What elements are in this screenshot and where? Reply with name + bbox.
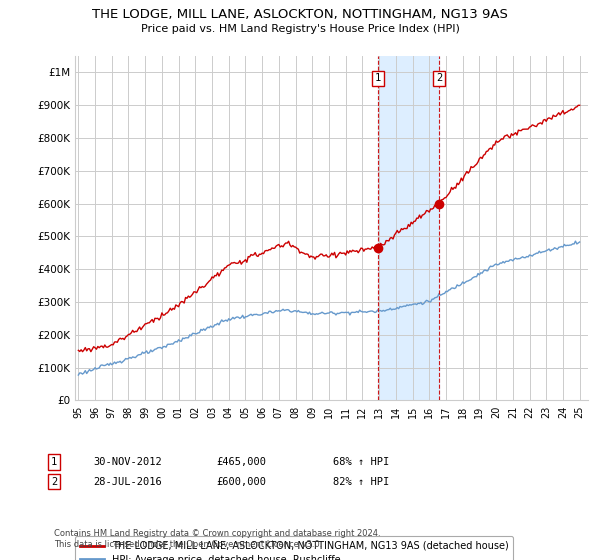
Text: 30-NOV-2012: 30-NOV-2012 <box>93 457 162 467</box>
Text: Contains HM Land Registry data © Crown copyright and database right 2024.
This d: Contains HM Land Registry data © Crown c… <box>54 529 380 549</box>
Text: £600,000: £600,000 <box>216 477 266 487</box>
Text: 1: 1 <box>374 73 381 83</box>
Text: 82% ↑ HPI: 82% ↑ HPI <box>333 477 389 487</box>
Text: 68% ↑ HPI: 68% ↑ HPI <box>333 457 389 467</box>
Text: THE LODGE, MILL LANE, ASLOCKTON, NOTTINGHAM, NG13 9AS: THE LODGE, MILL LANE, ASLOCKTON, NOTTING… <box>92 8 508 21</box>
Bar <box>378 56 439 400</box>
Text: 2: 2 <box>436 73 442 83</box>
Text: £465,000: £465,000 <box>216 457 266 467</box>
Text: Price paid vs. HM Land Registry's House Price Index (HPI): Price paid vs. HM Land Registry's House … <box>140 24 460 34</box>
Legend: THE LODGE, MILL LANE, ASLOCKTON, NOTTINGHAM, NG13 9AS (detached house), HPI: Ave: THE LODGE, MILL LANE, ASLOCKTON, NOTTING… <box>75 536 513 560</box>
Text: 2: 2 <box>51 477 57 487</box>
Text: 28-JUL-2016: 28-JUL-2016 <box>93 477 162 487</box>
Text: 1: 1 <box>51 457 57 467</box>
